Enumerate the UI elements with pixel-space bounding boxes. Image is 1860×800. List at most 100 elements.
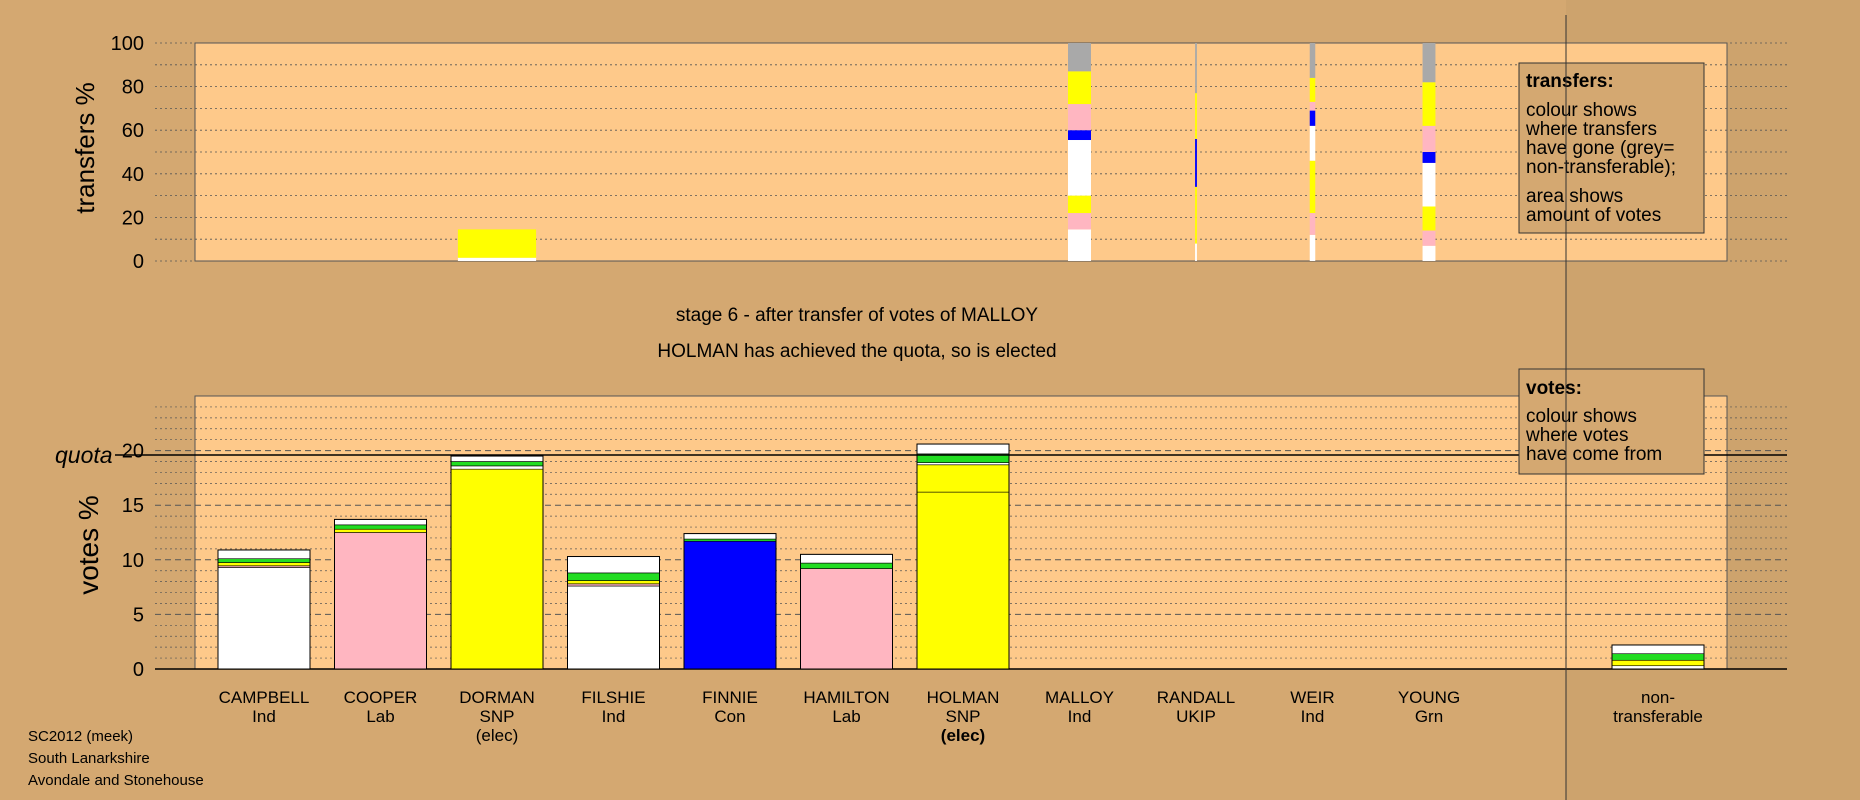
transfers-legend-line: have gone (grey= [1526,138,1674,159]
votes-y-tick-label: 0 [133,659,144,681]
transfers-legend-line: non-transferable); [1526,157,1676,178]
votes-y-tick-label: 15 [122,495,144,517]
stage-subtitle: HOLMAN has achieved the quota, so is ele… [657,341,1056,362]
candidate-name-label: RANDALL [1157,688,1235,707]
transfer-segment [1309,213,1316,235]
transfer-segment [1195,93,1197,139]
candidate-name-label: MALLOY [1045,688,1114,707]
vote-segment [683,540,777,670]
transfer-segment [1068,43,1091,72]
votes-y-tick-label: 20 [122,441,144,463]
transfer-segment [1068,213,1091,230]
candidate-party-label: Ind [602,707,626,726]
footer-election: SC2012 (meek) [28,728,133,745]
candidate-labels: CAMPBELLIndCOOPERLabDORMANSNP(elec)FILSH… [219,688,1703,745]
vote-segment [567,583,660,587]
non-transferable-label: transferable [1613,707,1703,726]
transfer-segment [1195,243,1197,261]
transfers-legend-box [1518,62,1705,234]
candidate-name-label: DORMAN [459,688,535,707]
vote-segment [334,524,427,530]
votes-y-axis-label: votes % [73,495,104,595]
vote-segment [1611,653,1705,661]
transfer-segment [1422,82,1436,126]
transfer-segment [457,229,537,258]
candidate-party-label: SNP [480,707,515,726]
transfer-segment [457,257,537,261]
vote-segment [1611,644,1705,655]
transfer-segment [1422,245,1436,261]
transfer-segment [1068,104,1091,131]
transfers-legend-line: amount of votes [1526,205,1661,226]
vote-segment [916,443,1010,455]
vote-segment [916,491,1010,670]
candidate-status-label: (elec) [476,726,519,745]
transfers-legend-line: where transfers [1525,119,1657,140]
transfer-segment [1422,206,1436,231]
quota-line-group: quota [55,442,1787,468]
transfer-segment [1309,101,1316,111]
transfer-segment [1422,152,1436,163]
vote-segment [217,558,311,563]
votes-legend-box [1518,368,1705,475]
transfer-segment [1422,43,1436,83]
candidate-name-label: CAMPBELL [219,688,310,707]
votes-legend-line: have come from [1526,444,1662,465]
vote-segment [217,562,311,567]
transfer-segment [1309,43,1316,78]
candidate-party-label: Ind [1301,707,1325,726]
candidate-status-label: (elec) [941,726,985,745]
vote-segment [334,532,427,670]
votes-legend-line: where votes [1525,425,1628,446]
vote-segment [567,556,660,574]
candidate-party-label: Ind [252,707,276,726]
vote-segment [334,528,427,533]
candidate-name-label: FILSHIE [581,688,645,707]
transfer-segment [1309,160,1316,214]
vote-bar-outline [1611,644,1705,670]
vote-segment [450,465,544,470]
transfer-segment [1422,162,1436,207]
transfer-segment [1309,110,1316,126]
transfer-segment [1195,43,1197,94]
footer-ward: Avondale and Stonehouse [28,772,204,789]
vote-bar-outline [683,533,777,670]
candidate-name-label: HAMILTON [803,688,889,707]
transfer-segment [1068,195,1091,214]
transfer-segment [1309,77,1316,102]
transfer-segment [1068,140,1091,196]
vote-bar-outline [450,455,544,670]
vote-segment [567,572,660,581]
vote-segment [683,538,777,542]
transfers-y-tick-label: 20 [122,207,144,229]
votes-legend-line: colour shows [1526,406,1637,427]
transfers-panel: 0 20 40 60 80 100 transfers % transfers: colo… [70,33,1787,273]
vote-segment [916,464,1010,493]
vote-segment [217,567,311,670]
vote-segment [800,562,893,569]
vote-bar-outline [916,443,1010,670]
transfers-y-tick-label: 0 [133,251,144,273]
transfers-y-axis-label: transfers % [70,82,100,214]
vote-segment [567,580,660,585]
candidate-party-label: Lab [832,707,860,726]
transfers-y-ticks: 0 20 40 60 80 100 [111,33,144,273]
candidate-party-label: Ind [1068,707,1092,726]
transfers-y-tick-label: 40 [122,164,144,186]
stage-title: stage 6 - after transfer of votes of MAL… [676,305,1039,326]
candidate-name-label: WEIR [1290,688,1334,707]
candidate-party-label: Lab [366,707,394,726]
candidate-name-label: YOUNG [1398,688,1460,707]
vote-segment [800,568,893,670]
footer-council: South Lanarkshire [28,750,150,767]
votes-y-ticks: 0 5 10 15 20 [122,441,144,681]
transfer-segment [1195,138,1197,187]
transfers-legend-line: area shows [1526,186,1623,207]
candidate-party-label: UKIP [1176,707,1216,726]
candidate-party-label: Grn [1415,707,1443,726]
votes-legend: votes: colour shows where votes have com… [1518,368,1705,475]
non-transferable-label: non- [1641,688,1675,707]
transfer-segment [1309,234,1316,261]
transfers-gridlines [155,42,1787,262]
